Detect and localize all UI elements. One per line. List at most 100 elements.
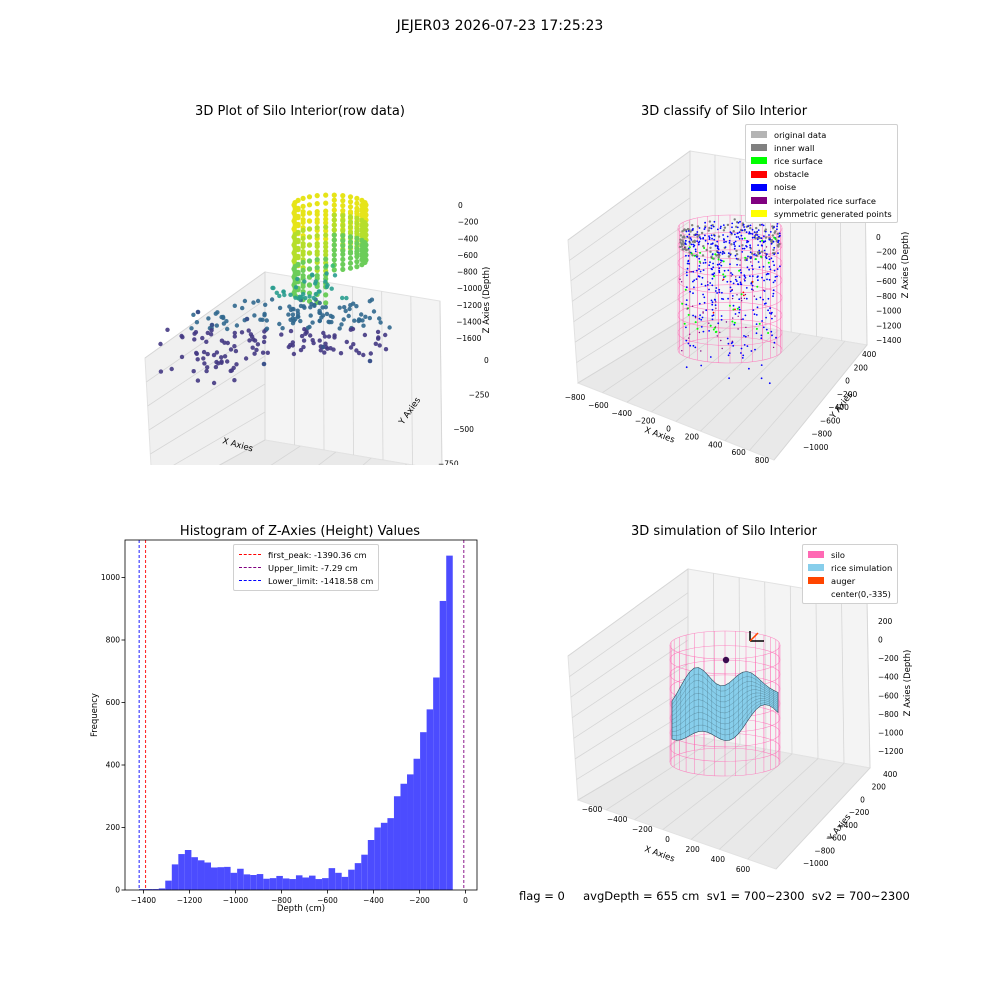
classify-y-tick-2: 0	[845, 377, 850, 386]
gridline	[352, 286, 354, 456]
classify-noise-point	[758, 249, 761, 252]
raw-data-point	[317, 310, 322, 315]
classify-interpolated-point	[698, 331, 701, 334]
classify-noise-point	[716, 240, 719, 243]
classify-legend-entry: noise	[751, 181, 892, 194]
classify-noise-point	[709, 356, 712, 358]
classify-surface-point	[731, 320, 734, 323]
classify-noise-point	[745, 245, 747, 247]
classify-noise-point	[684, 239, 687, 242]
simulation-y-tick-0: 400	[883, 770, 898, 779]
classify-surface-point	[687, 313, 690, 316]
classify-interpolated-point	[702, 311, 704, 313]
raw-data-point	[331, 227, 337, 233]
simulation-x-tick-2: −200	[632, 825, 653, 834]
classify-noise-point	[711, 301, 714, 304]
classify-noise-point	[770, 243, 773, 245]
histogram-bar	[211, 867, 218, 890]
classify-noise-point	[720, 264, 723, 267]
classify-interpolated-point	[743, 297, 746, 300]
raw-data-point	[215, 310, 220, 315]
simulation-center-point	[722, 656, 730, 664]
classify-noise-point	[736, 263, 738, 266]
raw-data-point	[314, 241, 320, 247]
classify-interpolated-point	[681, 350, 683, 352]
raw-data-point	[261, 361, 267, 367]
classify-noise-point	[699, 236, 701, 239]
classify-noise-point	[687, 230, 690, 232]
classify-wall-point	[722, 229, 726, 232]
raw-data-point	[323, 300, 329, 306]
classify-noise-point	[743, 247, 746, 250]
classify-noise-point	[718, 263, 721, 266]
raw-data-point	[347, 260, 354, 266]
classify-noise-point	[716, 247, 719, 250]
classify-noise-point	[716, 263, 719, 266]
classify-noise-point	[746, 240, 748, 242]
classify-noise-point	[744, 314, 747, 317]
classify-noise-point	[772, 260, 774, 263]
classify-noise-point	[745, 297, 748, 300]
classify-noise-point	[699, 237, 702, 240]
classify-noise-point	[741, 357, 744, 359]
classify-noise-point	[755, 254, 757, 256]
classify-noise-point	[711, 268, 713, 271]
raw-data-point	[205, 351, 210, 357]
raw-data-point	[323, 240, 329, 246]
classify-noise-point	[711, 318, 714, 321]
histogram-bar	[289, 879, 296, 890]
raw-data-point	[202, 361, 207, 366]
raw-data-point	[323, 236, 329, 242]
histogram-bars	[139, 555, 453, 891]
raw-data-point	[281, 289, 286, 294]
classify-interpolated-point	[750, 261, 752, 263]
histogram-bar	[413, 758, 421, 890]
raw-data-point	[317, 338, 322, 343]
classify-noise-point	[685, 243, 687, 246]
raw-data-point	[222, 354, 228, 359]
classify-wall-point	[723, 226, 727, 229]
classify-noise-point	[692, 292, 694, 295]
raw-data-point	[347, 219, 354, 225]
raw-data-point	[354, 259, 360, 265]
histogram-bar	[158, 888, 166, 890]
raw-data-point	[383, 332, 388, 338]
raw-data-point	[306, 242, 313, 248]
simulation-auger-marker	[749, 631, 764, 642]
classify-wall-point	[696, 225, 700, 228]
raw-data-point	[340, 295, 345, 301]
classify-noise-point	[753, 313, 756, 316]
raw-data-point	[252, 351, 257, 356]
classify-noise-point	[769, 268, 772, 271]
histogram-bar	[348, 869, 355, 890]
classify-x-tick-8: 800	[755, 456, 770, 465]
classify-noise-point	[698, 227, 701, 229]
raw-data-point	[295, 276, 300, 282]
gridline	[675, 329, 779, 422]
gridline	[270, 445, 301, 465]
classify-noise-point	[732, 282, 735, 285]
histogram-x-axis-label: Depth (cm)	[277, 904, 325, 914]
classify-wall-point	[691, 254, 694, 257]
classify-wall-point	[749, 227, 752, 230]
classify-noise-point	[710, 227, 713, 230]
classify-noise-point	[733, 247, 736, 250]
raw-data-point	[295, 311, 301, 316]
histogram-bar	[295, 875, 303, 890]
classify-noise-point	[742, 223, 745, 226]
classify-noise-point	[764, 240, 767, 243]
raw-data-point	[354, 264, 360, 270]
classify-noise-point	[755, 298, 758, 301]
raw-data-point	[331, 257, 337, 263]
histogram-legend-entry: Upper_limit: -7.29 cm	[239, 561, 373, 574]
raw-data-point	[314, 217, 320, 223]
classify-wall-point	[755, 226, 758, 230]
classify-interpolated-point	[679, 278, 681, 280]
classify-interpolated-point	[716, 335, 718, 337]
raw-data-point	[331, 212, 337, 218]
classify-wall-point	[697, 234, 701, 237]
raw-data-point	[244, 316, 250, 322]
classify-interpolated-point	[721, 347, 723, 350]
raw-data-point	[311, 340, 316, 346]
raw-data-point	[331, 252, 337, 258]
